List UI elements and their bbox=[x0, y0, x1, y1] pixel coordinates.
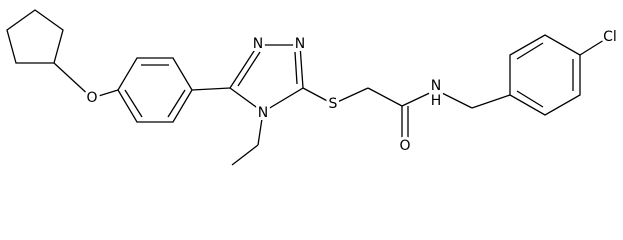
bond bbox=[191, 87, 231, 91]
benzene-ring bbox=[117, 57, 193, 123]
double-bond bbox=[294, 51, 298, 85]
atom-label: O bbox=[86, 90, 97, 106]
bond bbox=[435, 89, 473, 109]
benzene-ring bbox=[509, 34, 581, 116]
atom-label: N bbox=[253, 36, 263, 52]
bond bbox=[231, 144, 259, 166]
double-bond bbox=[516, 42, 544, 60]
structure-diagram: O N N N S O N H Cl bbox=[6, 9, 617, 166]
bond bbox=[302, 87, 334, 105]
atom-label: Cl bbox=[603, 29, 617, 45]
double-bond bbox=[237, 51, 261, 87]
atom-label: O bbox=[399, 138, 410, 154]
bond bbox=[367, 87, 403, 107]
bond bbox=[579, 39, 605, 56]
atom-label: H bbox=[431, 93, 442, 109]
bond bbox=[401, 89, 437, 107]
bond bbox=[257, 111, 264, 146]
atom-label: N bbox=[431, 78, 441, 94]
cyclopentane bbox=[6, 9, 64, 64]
bond bbox=[471, 94, 511, 109]
atom-label: N bbox=[258, 105, 268, 121]
bond bbox=[332, 87, 369, 105]
double-bond bbox=[516, 90, 544, 108]
bond bbox=[53, 62, 93, 99]
double-bond bbox=[124, 89, 143, 118]
atom-label: S bbox=[329, 96, 338, 112]
atom-label: N bbox=[295, 36, 305, 52]
bond bbox=[91, 89, 119, 99]
triazole-ring bbox=[229, 44, 304, 113]
double-bond bbox=[167, 89, 186, 118]
